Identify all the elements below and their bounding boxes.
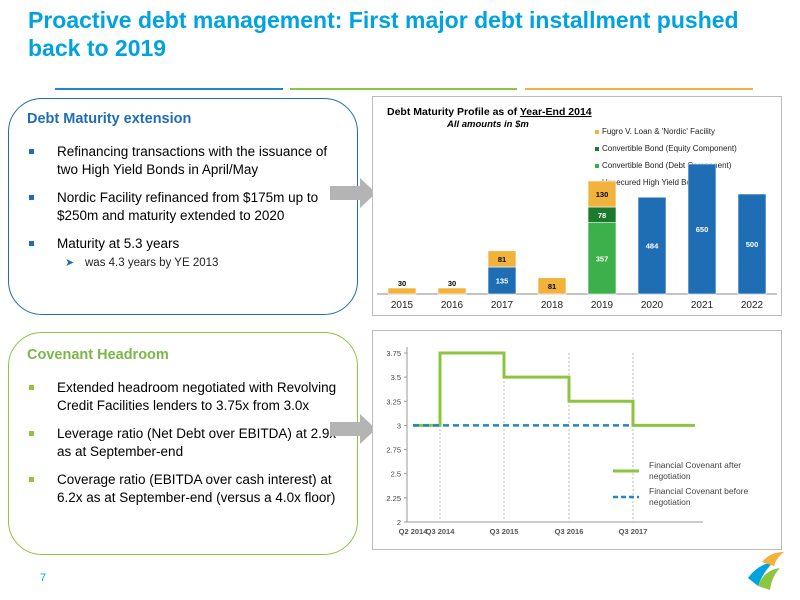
data-label: 357 (596, 254, 609, 263)
debt-bullet-text: Maturity at 5.3 years (57, 236, 180, 251)
y-tick-label: 2.25 (386, 494, 401, 503)
x-tick-label: 2018 (541, 300, 564, 311)
debt-bullet-item: Refinancing transactions with the issuan… (25, 143, 347, 179)
company-logo-icon (748, 552, 784, 590)
covenant-bullet-list: Extended headroom negotiated with Revolv… (25, 379, 347, 507)
bar-segment (587, 222, 617, 295)
title-rule-green (290, 88, 517, 90)
bar-segment (737, 193, 767, 295)
y-tick-label: 2.5 (391, 470, 401, 479)
page-number: 7 (40, 572, 47, 584)
bullet-marker (29, 241, 34, 246)
data-label: 130 (596, 190, 609, 199)
x-tick-label: Q3 2015 (490, 527, 519, 536)
title-rule-orange (525, 88, 753, 90)
y-tick-label: 2.75 (386, 446, 401, 455)
bullet-marker (29, 385, 34, 390)
covenant-bullet-item: Coverage ratio (EBITDA over cash interes… (25, 471, 347, 507)
x-tick-label: Q3 2016 (555, 527, 584, 536)
bullet-marker (29, 149, 34, 154)
debt-bullet-text: Refinancing transactions with the issuan… (57, 144, 328, 177)
data-label: 81 (498, 255, 506, 264)
bar-segment (687, 163, 717, 295)
covenant-bullet-item: Leverage ratio (Net Debt over EBITDA) at… (25, 425, 347, 461)
right-arrow-icon (330, 414, 376, 444)
covenant-chart: 2 2.25 2.5 2.75 3 3.25 3.5 3.75 Q2 2014 Q3 2014 Q3… (372, 330, 782, 550)
covenant-headroom-box: Covenant Headroom Extended headroom nego… (8, 332, 358, 555)
covenant-bullet-text: Leverage ratio (Net Debt over EBITDA) at… (57, 426, 337, 459)
x-tick-label: 2020 (641, 300, 664, 311)
title-rule-blue (55, 88, 283, 90)
data-label: 30 (448, 279, 456, 288)
debt-maturity-chart-svg: Debt Maturity Profile as of Year-End 201… (377, 106, 777, 311)
data-label: 484 (646, 242, 659, 251)
legend-label: Convertible Bond (Debt Component) (602, 161, 732, 170)
x-tick-label: 2015 (391, 300, 414, 311)
legend-label-line2: negotiation (649, 497, 691, 507)
debt-maturity-heading: Debt Maturity extension (27, 111, 192, 127)
x-tick-label: 2019 (591, 300, 614, 311)
legend-label: Fugro V. Loan & 'Nordic' Facility (602, 127, 715, 136)
y-tick-label: 3.25 (386, 397, 401, 406)
chart-subtitle: All amounts in $m (446, 119, 529, 130)
covenant-bullet-item: Extended headroom negotiated with Revolv… (25, 379, 347, 415)
y-tick-label: 3 (397, 421, 401, 430)
bullet-marker (29, 431, 34, 436)
y-tick-label: 3.75 (386, 349, 401, 358)
bar-segment (487, 266, 517, 295)
legend-label: Convertible Bond (Equity Component) (602, 144, 737, 153)
bullet-marker (29, 195, 34, 200)
covenant-after-line (413, 351, 695, 427)
bar-segment (437, 287, 467, 295)
legend-label-line1: Financial Covenant before (649, 486, 749, 496)
slide-title: Proactive debt management: First major d… (28, 7, 739, 61)
legend-label: Unsecured High Yield Bond (602, 178, 700, 187)
debt-bullet-text: Nordic Facility refinanced from $175m up… (57, 190, 319, 223)
x-tick-label: Q3 2017 (619, 527, 648, 536)
debt-sub-bullet-text: was 4.3 years by YE 2013 (85, 257, 219, 269)
covenant-bullet-text: Extended headroom negotiated with Revolv… (57, 380, 337, 413)
covenant-bullet-text: Coverage ratio (EBITDA over cash interes… (57, 472, 336, 505)
debt-bullet-list: Refinancing transactions with the issuan… (25, 143, 347, 271)
debt-bullet-item: Maturity at 5.3 years (25, 235, 347, 253)
x-tick-label: 2021 (691, 300, 714, 311)
data-label: 81 (548, 282, 556, 291)
bullet-marker (29, 477, 34, 482)
chart-title: Debt Maturity Profile as of Year-End 201… (387, 106, 592, 118)
x-tick-label: 2017 (491, 300, 514, 311)
legend-swatch (595, 147, 599, 151)
debt-sub-bullet: ➤ was 4.3 years by YE 2013 (25, 255, 347, 271)
data-label: 650 (696, 225, 709, 234)
legend-label-line1: Financial Covenant after (649, 460, 741, 470)
data-label: 30 (398, 279, 406, 288)
data-label: 500 (746, 240, 759, 249)
y-tick-label: 2 (397, 518, 401, 527)
legend-swatch (595, 130, 599, 134)
legend-label-line2: negotiation (649, 471, 691, 481)
bar-segment (487, 250, 517, 268)
bar-segment (637, 196, 667, 295)
y-tick-label: 3.5 (391, 373, 401, 382)
debt-maturity-box: Debt Maturity extension Refinancing tran… (8, 98, 358, 315)
right-arrow-icon (330, 178, 376, 208)
debt-maturity-chart: Debt Maturity Profile as of Year-End 201… (372, 96, 782, 316)
bar-segment (387, 287, 417, 295)
debt-bullet-item: Nordic Facility refinanced from $175m up… (25, 189, 347, 225)
x-tick-label: 2022 (741, 300, 764, 311)
chart-title-underlined: Year-End 2014 (520, 106, 592, 118)
data-label: 135 (496, 277, 509, 286)
x-tick-label: 2016 (441, 300, 464, 311)
bar-segment (587, 180, 617, 208)
legend-swatch (595, 164, 599, 168)
bar-segment (537, 277, 567, 295)
x-tick-label: Q3 2014 (426, 527, 456, 536)
x-tick-label: Q2 2014 (399, 527, 429, 536)
chart-title-prefix: Debt Maturity Profile as of (387, 106, 520, 118)
covenant-headroom-heading: Covenant Headroom (27, 347, 169, 363)
data-label: 78 (598, 211, 606, 220)
arrow-bullet-icon: ➤ (65, 257, 75, 269)
